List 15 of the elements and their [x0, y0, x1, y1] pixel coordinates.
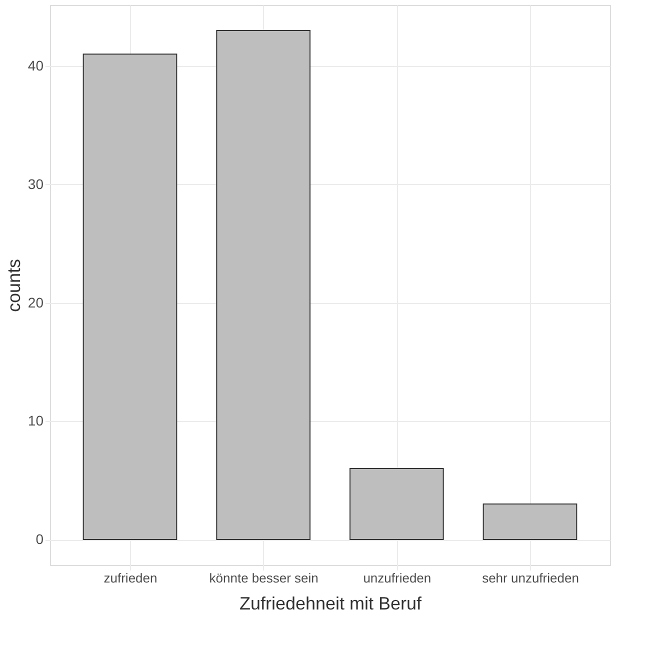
y-tick-label: 10	[28, 412, 44, 429]
x-tick-label: unzufrieden	[363, 570, 432, 586]
y-tick-label: 30	[28, 176, 44, 192]
bar	[350, 468, 444, 540]
x-axis-title: Zufriedehneit mit Beruf	[239, 594, 423, 614]
x-tick-label: könnte besser sein	[209, 570, 318, 586]
y-tick-label: 40	[28, 57, 44, 74]
bar	[82, 54, 178, 540]
x-tick-label: sehr unzufrieden	[482, 570, 579, 586]
bar	[482, 504, 578, 540]
bar	[216, 30, 310, 540]
y-tick-label: 0	[36, 531, 44, 548]
y-tick-label: 20	[28, 294, 44, 310]
x-tick-label: zufrieden	[104, 570, 158, 586]
y-axis-title: counts	[4, 258, 24, 312]
